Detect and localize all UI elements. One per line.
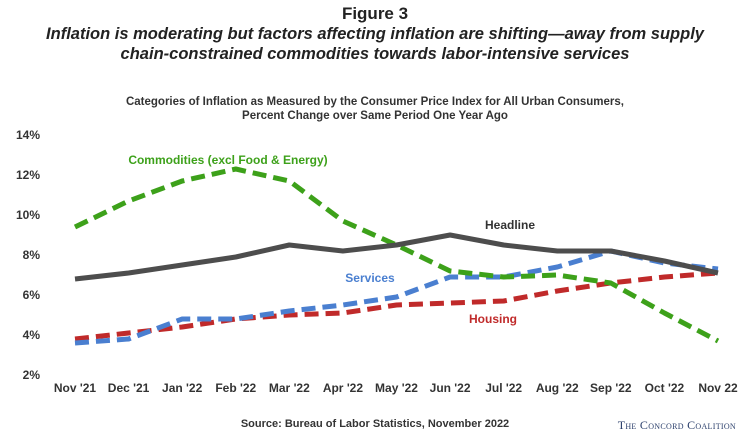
x-tick-label: Feb '22: [215, 381, 256, 395]
chart-title-line-1: Categories of Inflation as Measured by t…: [125, 96, 624, 108]
y-tick-label: 10%: [16, 208, 40, 222]
y-tick-label: 6%: [23, 288, 41, 302]
series-label-commodities-excl-food-energy: Commodities (excl Food & Energy): [128, 153, 327, 167]
x-tick-label: Jan '22: [162, 381, 203, 395]
y-tick-label: 14%: [16, 128, 40, 142]
x-tick-label: May '22: [375, 381, 418, 395]
y-tick-label: 8%: [23, 248, 41, 262]
series-labels: Headline Commodities (excl Food & Energy)…: [128, 153, 535, 326]
x-tick-label: Apr '22: [323, 381, 364, 395]
x-tick-label: Oct '22: [645, 381, 685, 395]
chart-title-line-2: Percent Change over Same Period One Year…: [242, 110, 508, 122]
y-tick-label: 2%: [23, 368, 41, 382]
x-tick-label: Jun '22: [430, 381, 471, 395]
chart-title: Categories of Inflation as Measured by t…: [10, 95, 740, 123]
figure-title: Inflation is moderating but factors affe…: [10, 24, 740, 64]
x-tick-label: Aug '22: [536, 381, 579, 395]
series-label-housing: Housing: [469, 312, 517, 326]
y-tick-label: 12%: [16, 168, 40, 182]
series-label-headline: Headline: [485, 218, 535, 232]
x-tick-label: Mar '22: [269, 381, 310, 395]
x-tick-label: Jul '22: [485, 381, 522, 395]
brand-logo: The Concord Coalition: [617, 418, 736, 432]
x-tick-label: Sep '22: [590, 381, 632, 395]
x-axis: Nov '21 Dec '21 Jan '22 Feb '22 Mar '22 Apr '…: [54, 381, 738, 395]
series-label-services: Services: [345, 271, 395, 285]
y-tick-label: 4%: [23, 328, 41, 342]
y-axis: 2% 4% 6% 8% 10% 12% 14%: [16, 128, 40, 382]
figure-label: Figure 3: [341, 4, 409, 23]
figure-title-line-1: Inflation is moderating but factors affe…: [46, 25, 704, 43]
x-tick-label: Nov '21: [54, 381, 97, 395]
x-tick-label: Nov 22: [698, 381, 738, 395]
series-lines: [73, 166, 720, 346]
x-tick-label: Dec '21: [108, 381, 150, 395]
series-line-commodities-excl-food-energy: [73, 166, 720, 344]
series-line-headline: [74, 232, 719, 282]
source-note: Source: Bureau of Labor Statistics, Nove…: [240, 418, 510, 430]
series-line-housing: [74, 270, 719, 342]
figure-title-line-2: chain-constrained commodities towards la…: [120, 45, 630, 63]
